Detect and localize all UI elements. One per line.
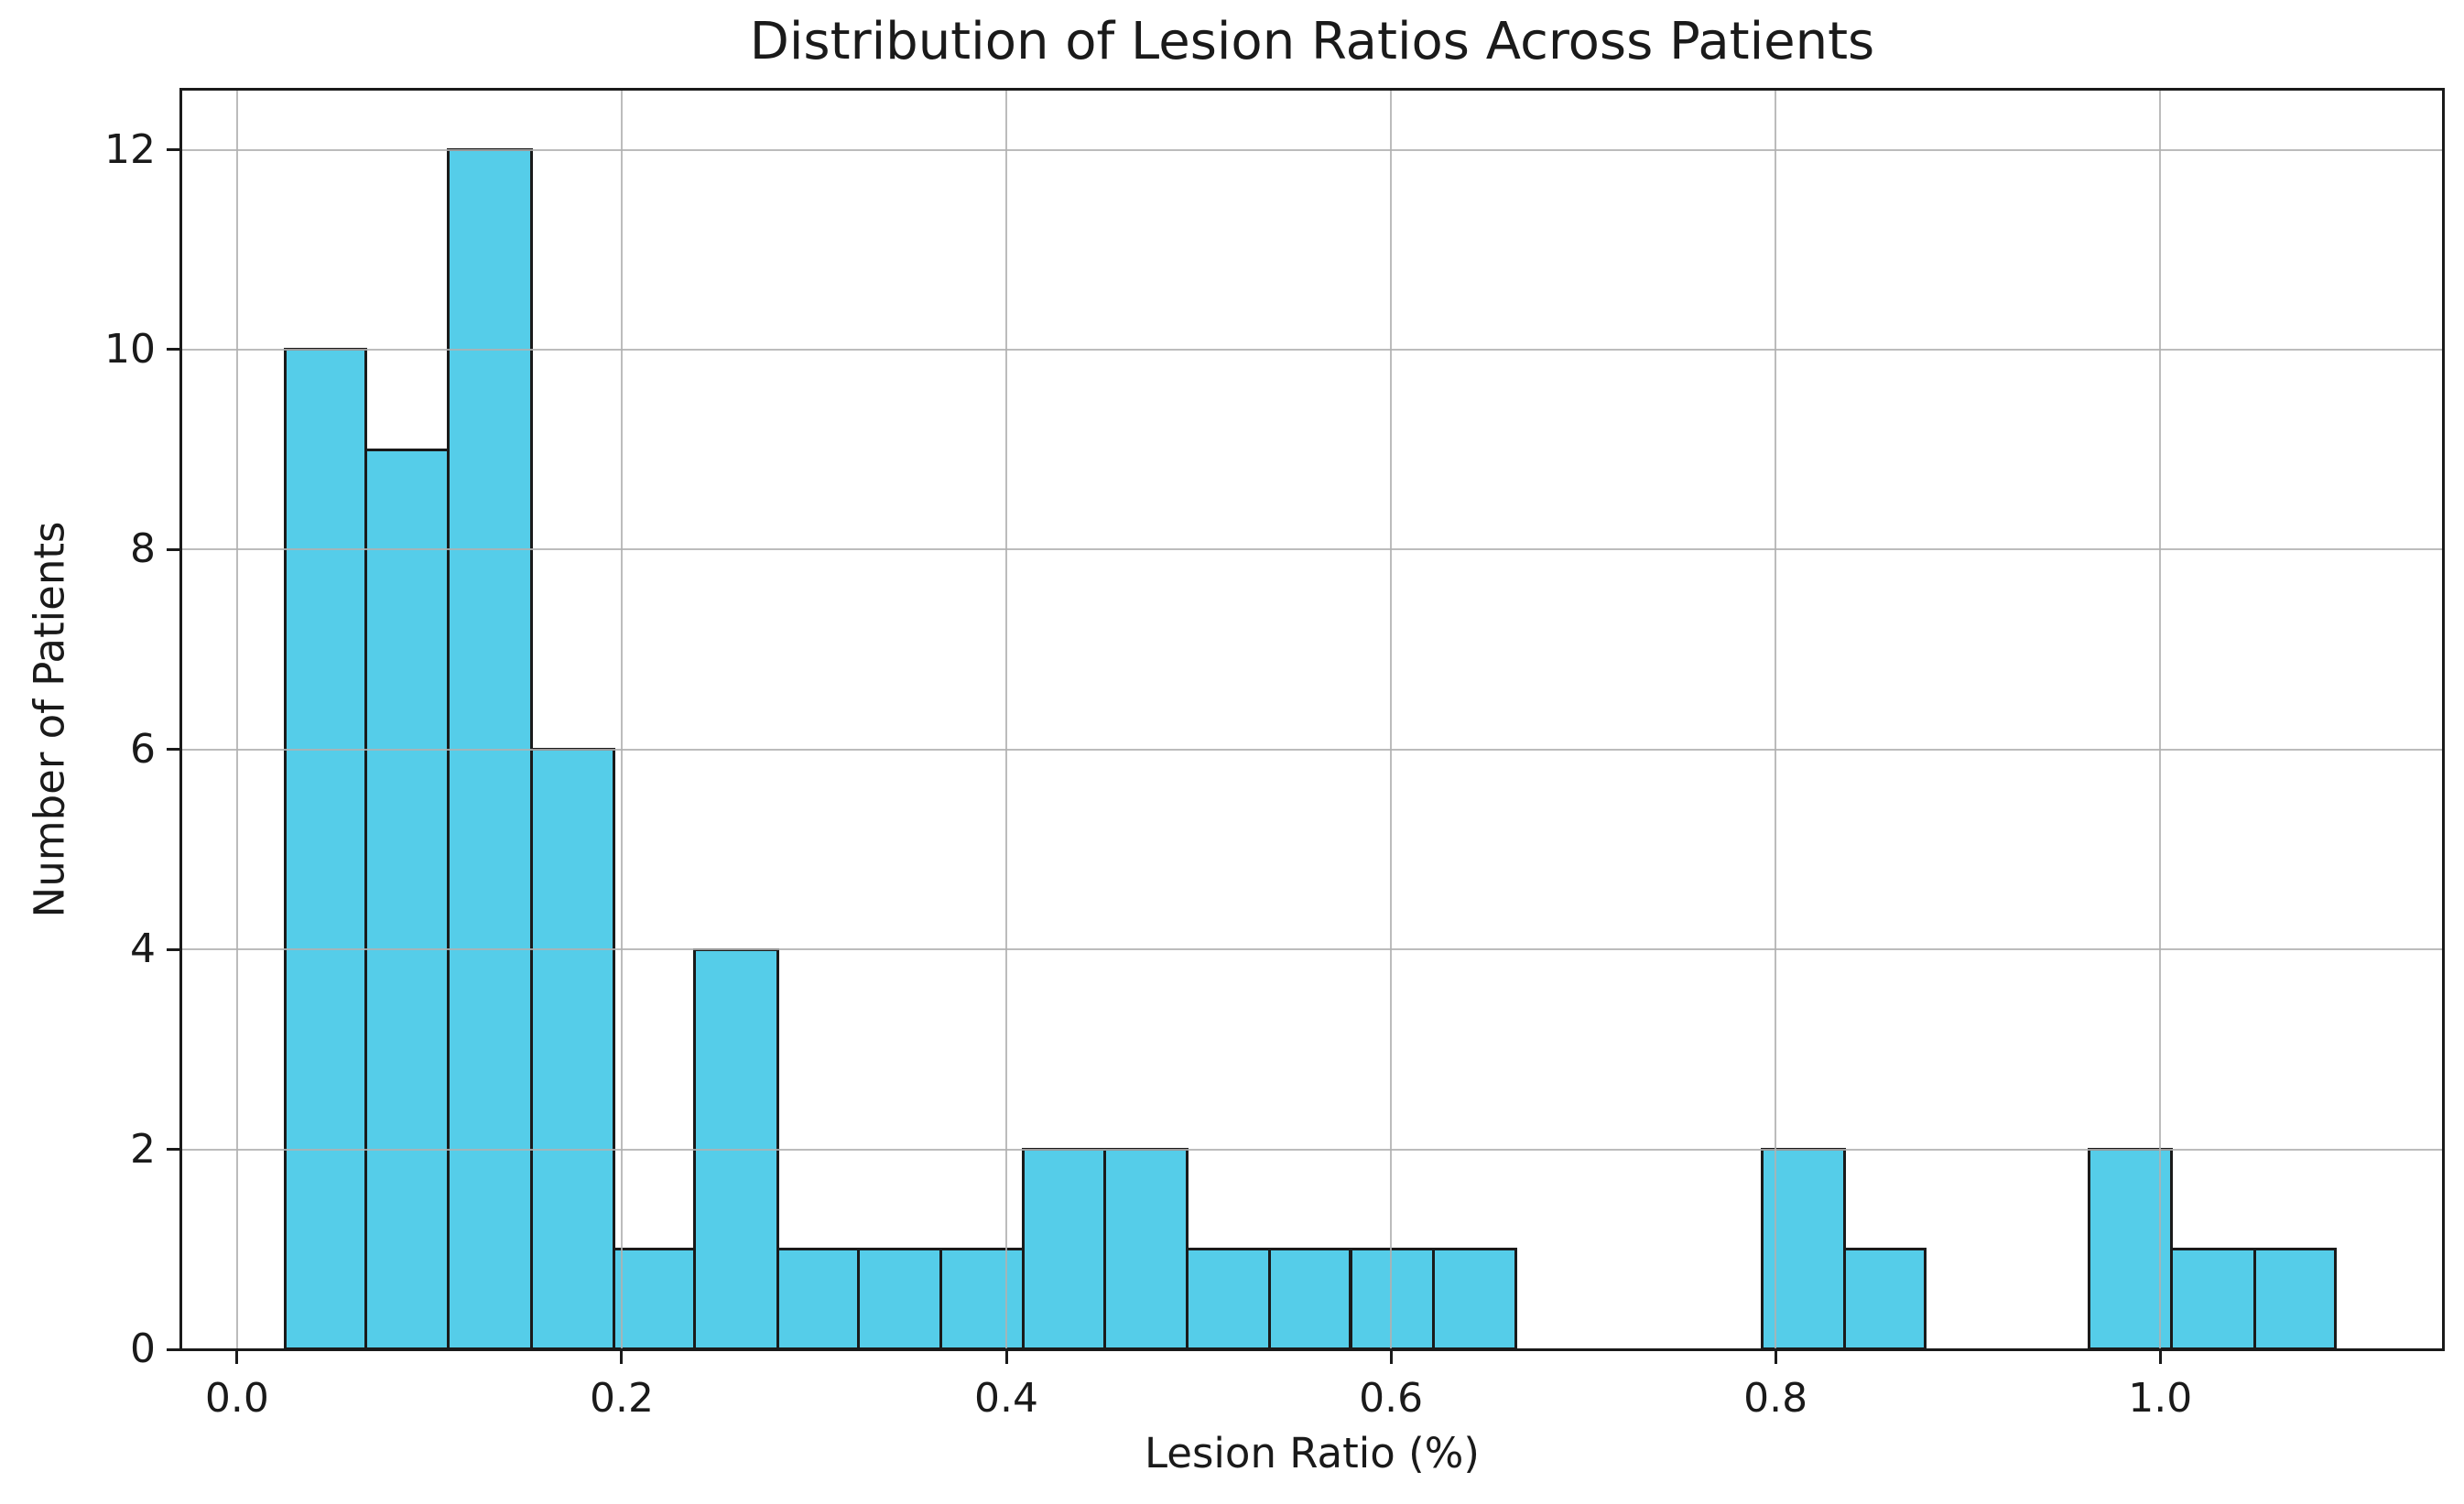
histogram-bar [1760,1148,1847,1351]
y-tick-mark [167,947,181,951]
histogram-bar [1843,1248,1927,1351]
histogram-bar [1185,1248,1272,1351]
y-tick-label: 10 [104,325,156,373]
y-tick-label: 6 [130,725,156,773]
x-tick-label: 0.6 [1359,1375,1424,1422]
histogram-bar [364,448,450,1351]
histogram-bar [283,348,368,1351]
x-tick-mark [235,1349,239,1364]
histogram-bar [2088,1148,2174,1351]
x-tick-mark [1004,1349,1008,1364]
y-tick-label: 4 [130,925,156,973]
plot-area [181,90,2443,1351]
histogram-bar [447,148,533,1351]
x-tick-label: 0.2 [589,1375,654,1422]
histogram-bar [1349,1248,1435,1351]
y-tick-mark [167,348,181,352]
histogram-bar [529,748,616,1351]
x-tick-label: 0.0 [204,1375,269,1422]
histogram-bar [1431,1248,1518,1351]
y-axis-label: Number of Patients [25,521,74,918]
chart-title: Distribution of Lesion Ratios Across Pat… [749,12,1875,71]
histogram-bar [613,1248,697,1351]
histogram-bar [776,1248,860,1351]
x-tick-label: 1.0 [2128,1375,2193,1422]
x-tick-mark [620,1349,624,1364]
x-tick-mark [2158,1349,2162,1364]
x-tick-mark [1389,1349,1393,1364]
y-tick-mark [167,748,181,752]
x-tick-label: 0.4 [974,1375,1039,1422]
y-tick-label: 0 [130,1325,156,1372]
bars-layer [181,90,2443,1351]
y-tick-label: 12 [104,125,156,173]
histogram-bar [2252,1248,2337,1351]
x-tick-label: 0.8 [1743,1375,1808,1422]
histogram-bar [1268,1248,1352,1351]
x-tick-mark [1774,1349,1777,1364]
histogram-bar [1022,1148,1106,1351]
histogram-bar [2170,1248,2256,1351]
histogram-bar [1102,1148,1189,1351]
y-tick-mark [167,547,181,551]
histogram-bar [939,1248,1026,1351]
y-tick-mark [167,1347,181,1351]
y-tick-mark [167,148,181,152]
histogram-bar [693,947,779,1351]
y-tick-label: 2 [130,1125,156,1173]
x-axis-label: Lesion Ratio (%) [1145,1429,1480,1477]
histogram-bar [856,1248,943,1351]
y-tick-mark [167,1148,181,1152]
y-tick-label: 8 [130,525,156,573]
